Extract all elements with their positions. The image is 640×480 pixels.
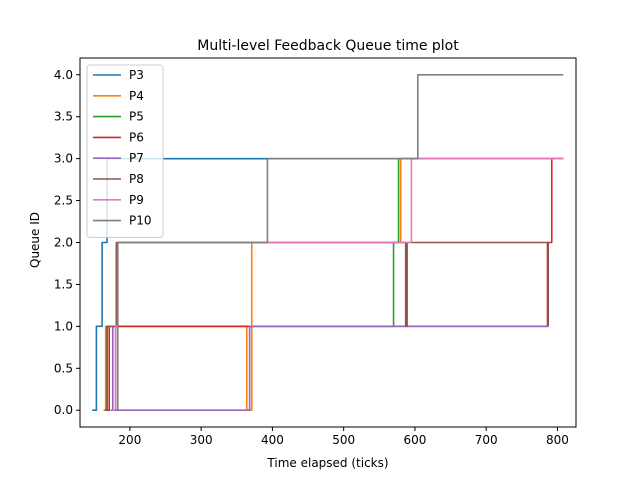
y-tick-label: 1.0	[54, 319, 73, 333]
y-tick-label: 3.5	[54, 110, 73, 124]
legend-label-p4: P4	[129, 89, 144, 103]
legend-label-p5: P5	[129, 110, 144, 124]
y-tick-label: 1.5	[54, 277, 73, 291]
y-tick-label: 2.0	[54, 236, 73, 250]
series-line-p5	[105, 157, 564, 412]
legend-label-p6: P6	[129, 130, 144, 144]
legend: P3 P4 P5 P6 P7 P8 P9 P10	[86, 64, 164, 238]
axes-layer: 200 300 400 500 600 700 800 0.0 0.5 1.0 1.5 2.0 2.5 3…	[54, 57, 577, 447]
x-tick-label: 600	[403, 433, 426, 447]
chart-title: Multi-level Feedback Queue time plot	[197, 38, 459, 54]
legend-label-p8: P8	[129, 172, 144, 186]
legend-label-p9: P9	[129, 193, 144, 207]
x-tick-label: 300	[190, 433, 213, 447]
series-line-p7	[110, 325, 549, 412]
x-axis-label: Time elapsed (ticks)	[266, 456, 388, 470]
y-tick-label: 0.0	[54, 403, 73, 417]
x-tick-label: 500	[332, 433, 355, 447]
series-line-p9	[112, 157, 564, 412]
y-tick-label: 0.5	[54, 361, 73, 375]
legend-label-p7: P7	[129, 151, 144, 165]
x-tick-label: 700	[475, 433, 498, 447]
legend-label-p10: P10	[129, 214, 152, 228]
x-tick-label: 400	[261, 433, 284, 447]
y-tick-label: 2.5	[54, 194, 73, 208]
x-tick-label: 800	[546, 433, 569, 447]
legend-label-p3: P3	[129, 68, 144, 82]
legend-box	[86, 64, 164, 238]
y-axis-label: Queue ID	[28, 212, 42, 268]
series-line-p6	[107, 157, 564, 412]
series-line-p10	[114, 73, 564, 412]
series-layer	[92, 73, 564, 412]
x-tick-label: 200	[118, 433, 141, 447]
y-tick-label: 3.0	[54, 152, 73, 166]
series-line-p4	[103, 157, 564, 412]
y-tick-label: 4.0	[54, 68, 73, 82]
